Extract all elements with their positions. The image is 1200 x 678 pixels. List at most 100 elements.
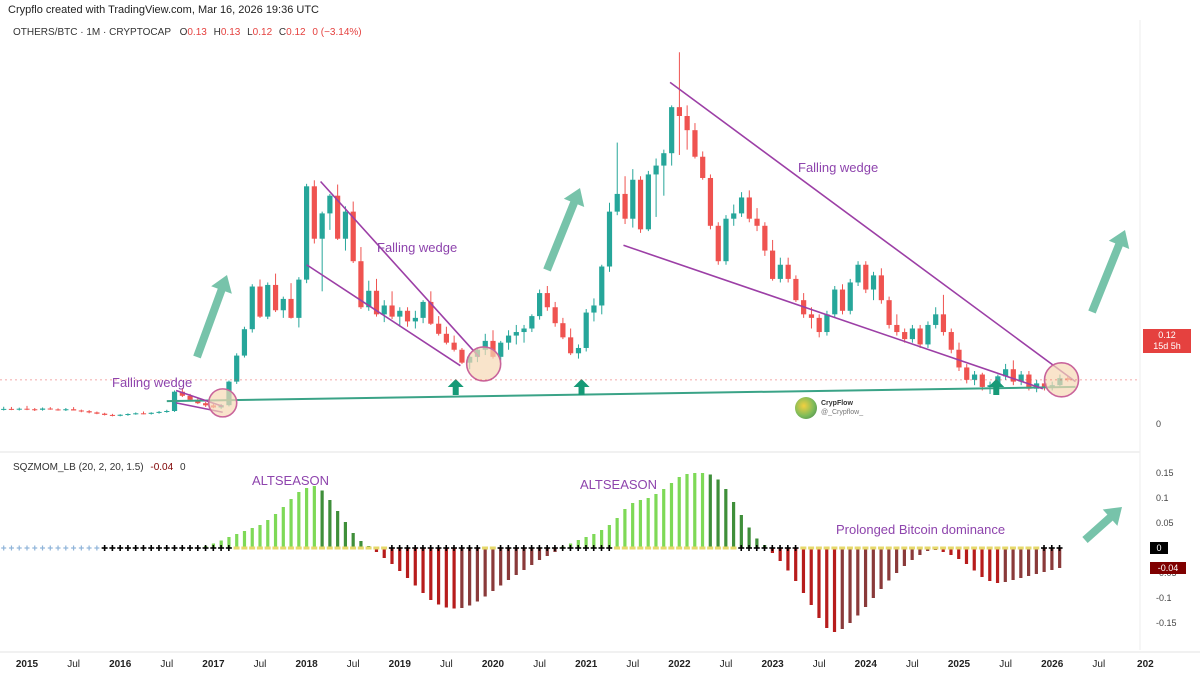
candle [816, 314, 822, 338]
time-axis-tick: Jul [626, 659, 639, 670]
squeeze-off-dot [326, 546, 333, 550]
momentum-bar [693, 473, 697, 548]
time-axis-tick: Jul [67, 659, 80, 670]
symbol-legend[interactable]: OTHERS/BTC · 1M · CRYPTOCAP O0.13 H0.13 … [13, 27, 362, 38]
momentum-bar [1042, 548, 1046, 572]
squeeze-off-dot [940, 546, 947, 550]
squeeze-on-cross [598, 545, 605, 551]
support-arrow-icon [988, 379, 1005, 395]
squeeze-off-dot [823, 546, 830, 550]
time-axis-tick: Jul [533, 659, 546, 670]
momentum-bar [623, 509, 627, 548]
squeeze-off-dot [994, 546, 1001, 550]
momentum-bar [879, 548, 883, 589]
candle-body [544, 293, 550, 308]
altseason-label-2: ALTSEASON [580, 477, 657, 492]
candle [311, 180, 317, 244]
momentum-bar [887, 548, 891, 581]
squeeze-on-cross [1056, 545, 1063, 551]
candle-body [816, 317, 822, 333]
candle-body [575, 347, 582, 354]
momentum-bar [584, 537, 588, 548]
squeeze-on-cross [582, 545, 589, 551]
squeeze-on-cross [792, 545, 799, 551]
candle [78, 409, 84, 413]
candle [420, 300, 426, 324]
candle-body [552, 307, 558, 324]
candle-body [863, 264, 869, 290]
candle-body [847, 282, 853, 311]
candle-body [179, 391, 185, 396]
uptrend-arrow-icon [1088, 230, 1130, 314]
squeeze-off-dot [311, 546, 318, 550]
candle [16, 407, 22, 411]
squeeze-off-dot [272, 546, 279, 550]
momentum-bar [390, 548, 394, 564]
candle-body [1, 408, 7, 410]
candle [148, 412, 154, 415]
squeeze-neutral-cross [40, 545, 46, 551]
candle-body [738, 197, 745, 214]
candle-body [24, 408, 30, 410]
squeeze-off-dot [893, 546, 900, 550]
candle-body [979, 374, 985, 387]
candle-body [164, 411, 170, 413]
squeeze-off-dot [256, 546, 263, 550]
squeeze-off-dot [870, 546, 877, 550]
candle-body [513, 332, 519, 336]
momentum-bar [716, 479, 720, 548]
candle-body [241, 329, 248, 356]
momentum-bar [1027, 548, 1031, 576]
candle-body [583, 312, 589, 348]
squeeze-off-dot [707, 546, 714, 550]
candle [241, 326, 248, 358]
candle [583, 309, 589, 352]
candle [280, 296, 286, 318]
squeeze-on-cross [396, 545, 403, 551]
candle-body [1010, 369, 1016, 382]
squeeze-on-cross [443, 545, 450, 551]
momentum-bar [312, 486, 316, 548]
indicator-legend[interactable]: SQZMOM_LB (20, 2, 20, 1.5) -0.04 0 [13, 462, 186, 473]
momentum-bar [825, 548, 829, 628]
momentum-bar [351, 533, 355, 548]
candle-body [373, 290, 380, 315]
candle-body [498, 342, 504, 357]
momentum-bar [491, 548, 495, 591]
candle [847, 278, 853, 315]
squeeze-off-dot [334, 546, 341, 550]
candle-body [723, 218, 729, 262]
candle [521, 324, 527, 343]
candle [319, 211, 325, 292]
candle-body [909, 328, 915, 340]
momentum-axis-tick: -0.15 [1156, 618, 1177, 628]
squeeze-off-dot [357, 546, 364, 550]
wedge-lower-line [306, 264, 461, 367]
candle-body [459, 349, 465, 363]
drawings [0, 81, 1140, 543]
squeeze-off-dot [676, 546, 683, 550]
momentum-bar [638, 500, 643, 548]
momentum-badge: -0.04 [1150, 562, 1186, 574]
candle-body [956, 349, 962, 368]
candle-body [521, 328, 527, 333]
squeeze-off-dot [1017, 546, 1024, 550]
candle [785, 257, 791, 283]
squeeze-off-dot [249, 546, 256, 550]
wedge-label-2017: Falling wedge [112, 375, 192, 390]
squeeze-on-cross [466, 545, 473, 551]
squeeze-on-cross [536, 545, 543, 551]
candle [808, 307, 815, 329]
watermark-handle: @_Crypflow_ [821, 409, 864, 416]
candle [902, 328, 908, 343]
squeeze-on-cross [194, 545, 201, 551]
momentum-bar [530, 548, 534, 565]
squeeze-off-dot [916, 546, 923, 550]
squeeze-on-cross [225, 545, 232, 551]
candle [1003, 363, 1009, 380]
momentum-bar [794, 548, 798, 581]
squeeze-on-cross [1041, 545, 1048, 551]
squeeze-on-cross [567, 545, 574, 551]
candle [32, 408, 38, 412]
